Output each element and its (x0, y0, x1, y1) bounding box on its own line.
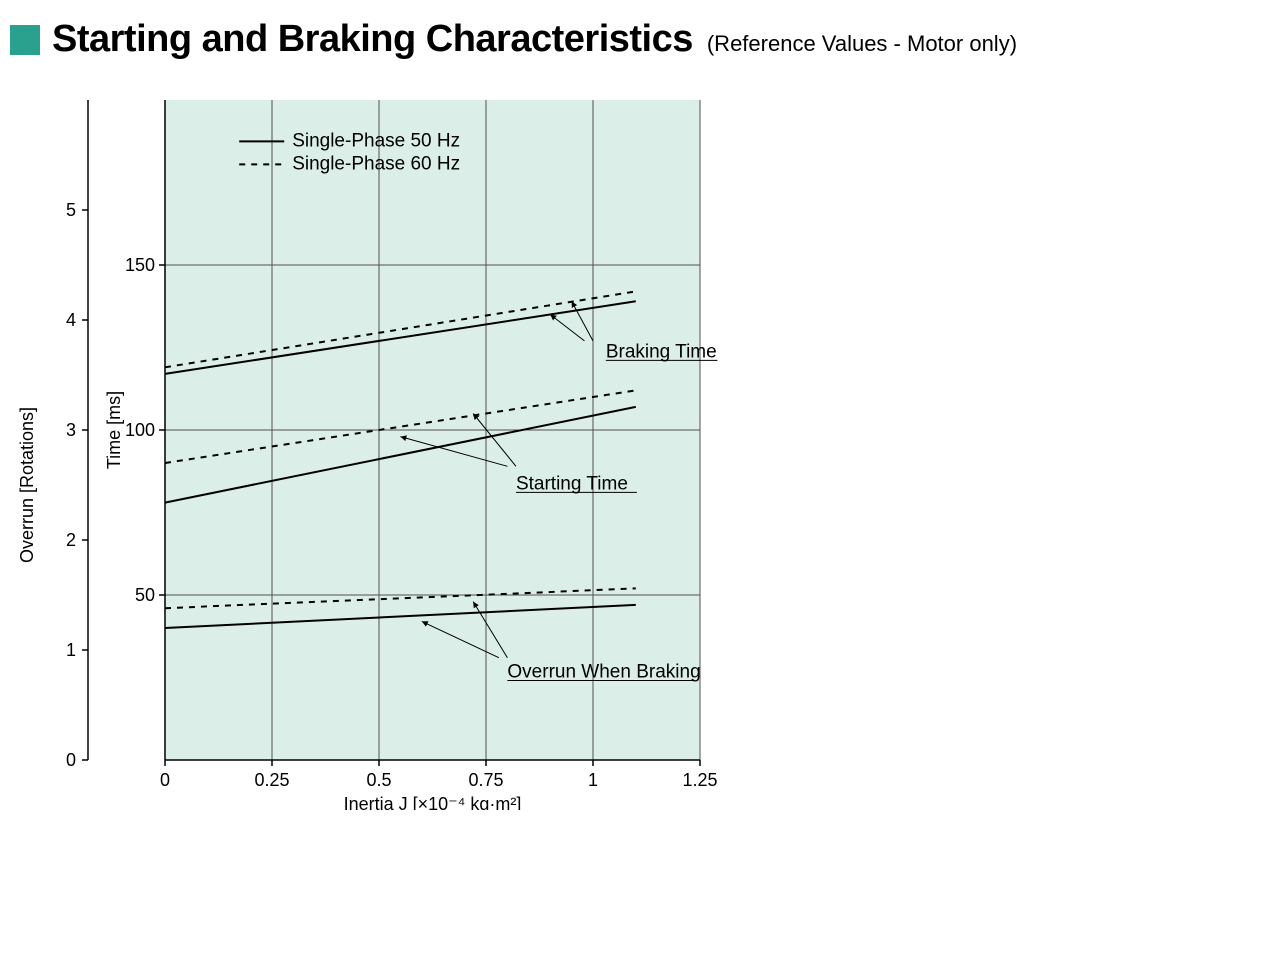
line-chart: 0 1 2 3 4 5 50 100 150 0 0.25 0.5 0.75 1 1.25 Inertia J… (10, 90, 730, 810)
bullet-icon (10, 25, 40, 55)
svg-text:Single-Phase 50 Hz: Single-Phase 50 Hz (292, 130, 460, 151)
svg-text:0: 0 (160, 770, 170, 790)
svg-text:0.25: 0.25 (254, 770, 289, 790)
svg-text:150: 150 (125, 255, 155, 275)
svg-text:Overrun When Braking: Overrun When Braking (507, 662, 700, 683)
svg-text:1: 1 (588, 770, 598, 790)
svg-text:2: 2 (66, 530, 76, 550)
svg-text:0: 0 (66, 750, 76, 770)
svg-text:Overrun [Rotations]: Overrun [Rotations] (17, 407, 37, 563)
svg-text:3: 3 (66, 420, 76, 440)
chart-container: 0 1 2 3 4 5 50 100 150 0 0.25 0.5 0.75 1 1.25 Inertia J… (10, 90, 730, 810)
page-title: Starting and Braking Characteristics (52, 18, 693, 61)
svg-text:100: 100 (125, 420, 155, 440)
svg-text:4: 4 (66, 310, 76, 330)
header: Starting and Braking Characteristics (Re… (10, 18, 1017, 61)
svg-text:Starting Time: Starting Time (516, 473, 628, 494)
svg-text:Braking Time: Braking Time (606, 341, 717, 362)
svg-text:5: 5 (66, 200, 76, 220)
page-subtitle: (Reference Values - Motor only) (707, 31, 1017, 57)
svg-text:Inertia J [×10⁻⁴ kg·m²]: Inertia J [×10⁻⁴ kg·m²] (344, 794, 522, 810)
svg-text:0.5: 0.5 (366, 770, 391, 790)
svg-text:50: 50 (135, 585, 155, 605)
svg-text:0.75: 0.75 (468, 770, 503, 790)
svg-text:1.25: 1.25 (682, 770, 717, 790)
svg-text:Single-Phase 60 Hz: Single-Phase 60 Hz (292, 153, 460, 174)
svg-text:Time [ms]: Time [ms] (104, 391, 124, 469)
svg-text:1: 1 (66, 640, 76, 660)
